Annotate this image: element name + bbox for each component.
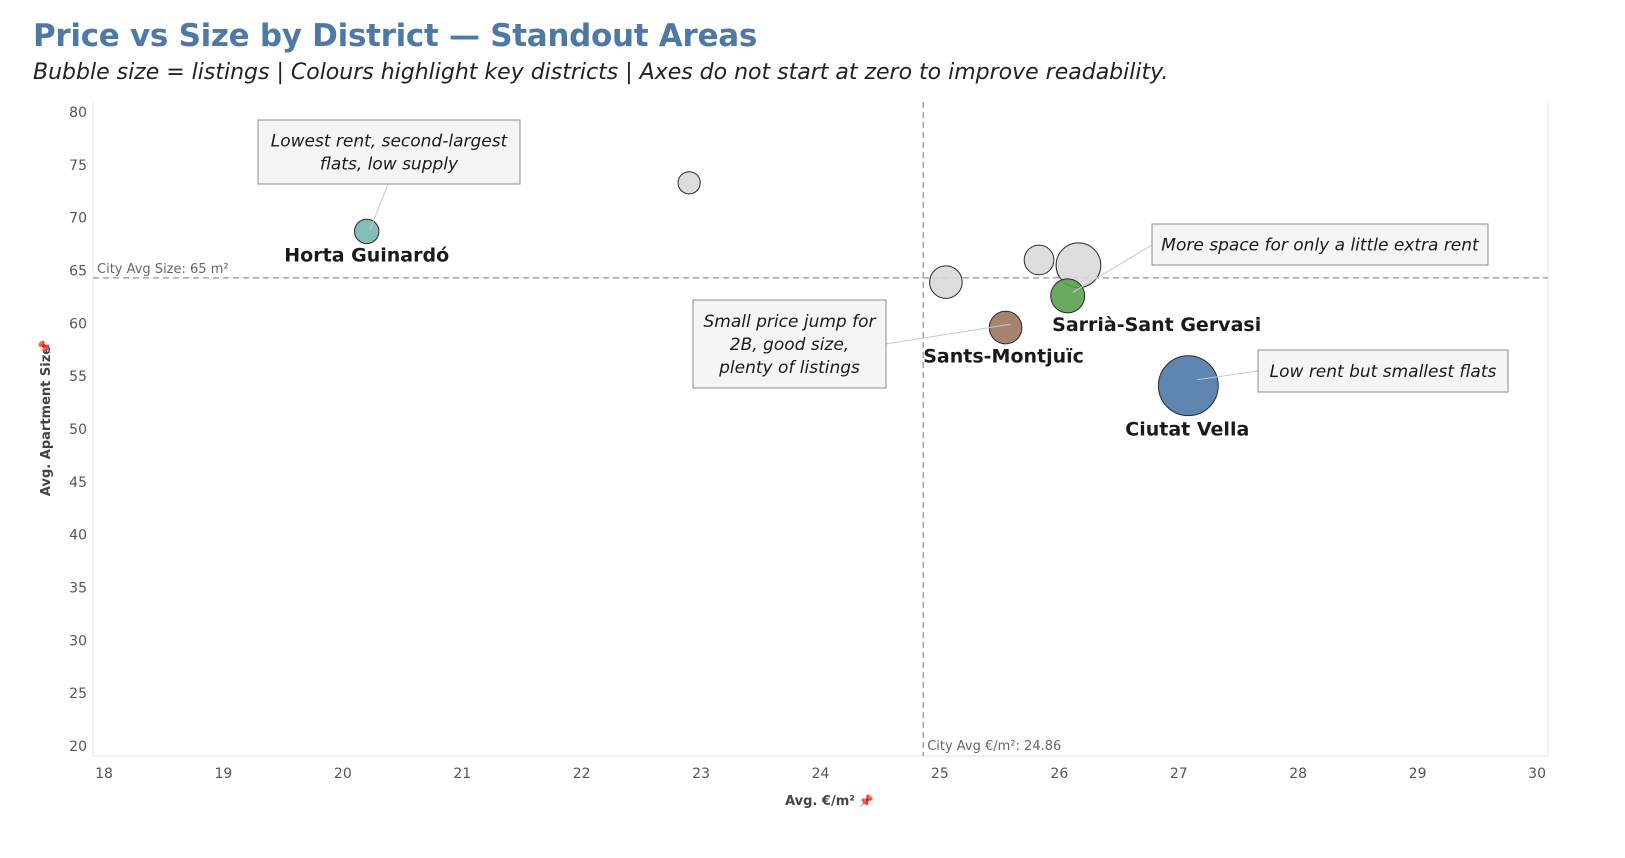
- y-tick-label: 65: [69, 264, 87, 280]
- bubble: [1157, 355, 1219, 417]
- x-tick-label: 23: [692, 766, 710, 782]
- annotation-text: More space for only a little extra rent: [1161, 236, 1480, 256]
- y-tick-label: 50: [69, 422, 87, 438]
- annotation-box: [1257, 349, 1509, 393]
- x-tick-label: 30: [1528, 766, 1546, 782]
- bubble: [929, 265, 963, 299]
- y-tick-label: 40: [69, 528, 87, 544]
- reference-label-x: City Avg €/m²: 24.86: [927, 739, 1061, 754]
- x-tick-label: 29: [1409, 766, 1427, 782]
- x-tick-label: 25: [931, 766, 949, 782]
- annotation-connector: [1072, 244, 1153, 293]
- annotation-box: [1151, 223, 1489, 266]
- annotation-box: [257, 119, 521, 185]
- y-tick-label: 55: [69, 369, 87, 385]
- point-label: Ciutat Vella: [1125, 419, 1249, 441]
- y-tick-label: 25: [69, 686, 87, 702]
- y-tick-label: 70: [69, 211, 87, 227]
- x-tick-label: 24: [812, 766, 830, 782]
- y-tick-label: 45: [69, 475, 87, 491]
- y-tick-label: 80: [69, 105, 87, 121]
- annotation-text: 2B, good size,: [730, 335, 849, 355]
- x-axis-label: Avg. €/m²: [785, 794, 855, 809]
- x-tick-label: 19: [215, 766, 233, 782]
- y-tick-label: 60: [69, 316, 87, 332]
- pin-icon: 📌: [37, 339, 52, 354]
- y-tick-label: 35: [69, 581, 87, 597]
- annotation-text: Low rent but smallest flats: [1270, 362, 1497, 382]
- x-tick-label: 26: [1050, 766, 1068, 782]
- x-tick-label: 22: [573, 766, 591, 782]
- annotation-text: Small price jump for: [704, 312, 877, 332]
- x-tick-label: 28: [1289, 766, 1307, 782]
- bubble: [1050, 278, 1086, 314]
- chart-title: Price vs Size by District — Standout Are…: [33, 18, 757, 54]
- point-label: Sarrià-Sant Gervasi: [1052, 314, 1261, 336]
- chart-subtitle: Bubble size = listings | Colours highlig…: [33, 60, 1169, 85]
- bubble: [988, 310, 1023, 345]
- annotation-connector: [1197, 370, 1259, 381]
- annotation-box: [692, 299, 887, 389]
- x-tick-label: 21: [453, 766, 471, 782]
- bubble: [677, 171, 701, 195]
- bubble: [354, 218, 380, 245]
- y-tick-label: 20: [69, 739, 87, 755]
- pin-icon: 📌: [859, 793, 874, 808]
- point-label: Sants-Montjuïc: [923, 346, 1084, 368]
- annotation-text: Lowest rent, second-largest: [271, 132, 509, 152]
- x-tick-label: 20: [334, 766, 352, 782]
- y-axis-label: Avg. Apartment Size: [39, 346, 54, 496]
- annotation-connector: [369, 183, 389, 230]
- annotation-connector: [885, 323, 1011, 345]
- annotation-text: plenty of listings: [718, 358, 860, 378]
- y-tick-label: 75: [69, 158, 87, 174]
- point-label: Horta Guinardó: [284, 244, 449, 266]
- x-tick-label: 18: [95, 766, 113, 782]
- x-tick-label: 27: [1170, 766, 1188, 782]
- y-tick-label: 30: [69, 633, 87, 649]
- bubble: [1023, 244, 1055, 276]
- annotation-text: flats, low supply: [320, 155, 459, 175]
- reference-label-y: City Avg Size: 65 m²: [97, 262, 229, 277]
